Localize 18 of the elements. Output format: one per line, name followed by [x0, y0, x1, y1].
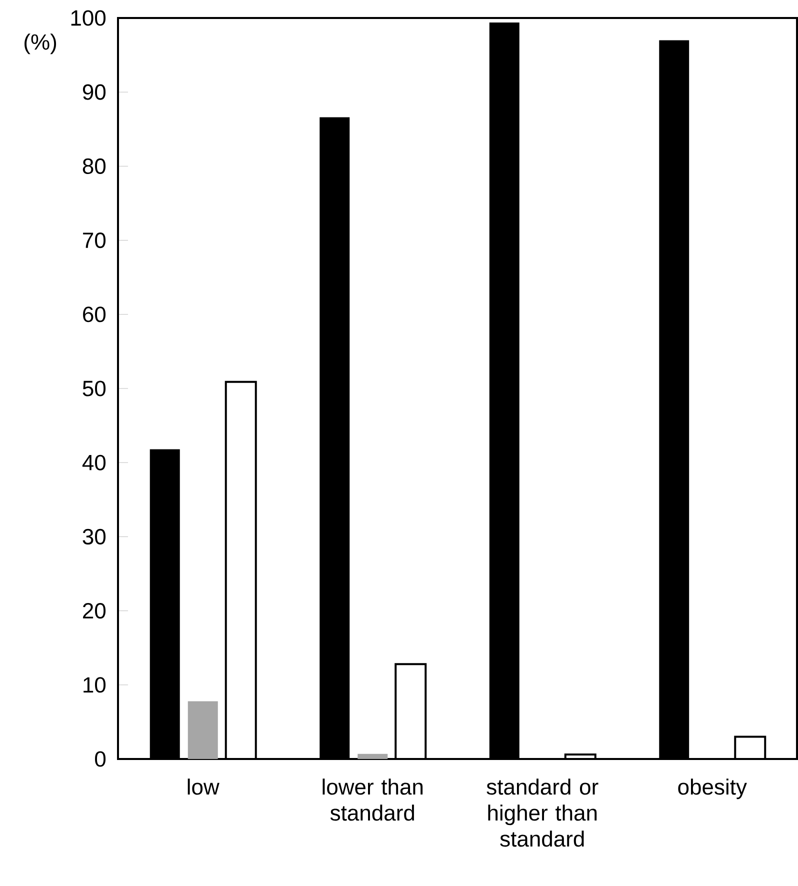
y-tick-label: 0: [95, 751, 106, 767]
y-tick-label: 80: [82, 158, 106, 174]
bar: [188, 701, 218, 759]
x-tick-label: lower than standard: [322, 778, 423, 821]
y-tick-label: 40: [82, 454, 106, 470]
y-tick-label: 70: [83, 232, 106, 248]
x-tick-label: obesity: [678, 778, 747, 800]
bar: [358, 754, 388, 759]
y-tick-label: 90: [82, 84, 106, 100]
y-tick-label: 10: [84, 677, 106, 693]
y-tick-label: 100: [71, 10, 106, 26]
y-tick-label: 60: [83, 306, 106, 322]
y-tick-label: 50: [82, 380, 106, 396]
y-axis-title: (%): [24, 34, 56, 54]
y-tick-label: 20: [83, 603, 106, 619]
y-tick-label: 30: [82, 528, 106, 544]
x-tick-label: low: [188, 778, 220, 795]
x-tick-label: standard or higher than standard: [486, 778, 598, 847]
